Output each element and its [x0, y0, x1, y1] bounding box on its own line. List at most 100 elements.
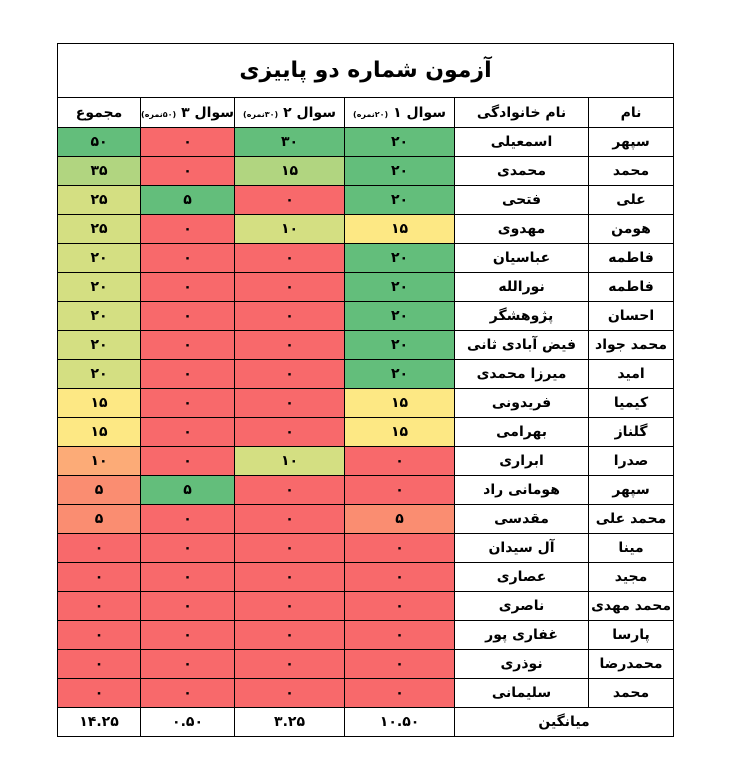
first-name-cell: محمدرضا — [588, 649, 675, 679]
total-score-cell: ۲۵ — [56, 214, 142, 244]
header-q2-note: (۳۰نمره) — [243, 109, 279, 119]
table-row: علی فتحی ۲۰ ۰ ۵ ۲۵ — [56, 185, 675, 215]
last-name-cell: مقدسی — [454, 504, 590, 534]
average-q3: ۰.۵۰ — [140, 707, 236, 737]
q3-score-cell: ۰ — [140, 156, 236, 186]
total-score-cell: ۲۰ — [56, 330, 142, 360]
table-row: هومن مهدوی ۱۵ ۱۰ ۰ ۲۵ — [56, 214, 675, 244]
title-row: آزمون شماره دو پاییزی — [56, 43, 675, 98]
q2-score-cell: ۰ — [234, 417, 346, 447]
last-name-cell: غفاری پور — [454, 620, 590, 650]
total-score-cell: ۰ — [56, 562, 142, 592]
q1-score-cell: ۰ — [344, 562, 456, 592]
total-score-cell: ۲۰ — [56, 359, 142, 389]
total-score-cell: ۵ — [56, 475, 142, 505]
first-name-cell: سپهر — [588, 475, 675, 505]
last-name-cell: هومانی راد — [454, 475, 590, 505]
first-name-cell: محمد — [588, 678, 675, 708]
table-row: سپهر هومانی راد ۰ ۰ ۵ ۵ — [56, 475, 675, 505]
q1-score-cell: ۰ — [344, 446, 456, 476]
first-name-cell: محمد — [588, 156, 675, 186]
q3-score-cell: ۰ — [140, 359, 236, 389]
total-score-cell: ۲۰ — [56, 243, 142, 273]
q1-score-cell: ۲۰ — [344, 330, 456, 360]
q3-score-cell: ۰ — [140, 330, 236, 360]
q2-score-cell: ۰ — [234, 562, 346, 592]
q2-score-cell: ۰ — [234, 620, 346, 650]
last-name-cell: ناصری — [454, 591, 590, 621]
header-q2: سوال ۲ (۳۰نمره) — [234, 97, 346, 128]
q3-score-cell: ۰ — [140, 562, 236, 592]
total-score-cell: ۰ — [56, 591, 142, 621]
q1-score-cell: ۰ — [344, 678, 456, 708]
last-name-cell: فتحی — [454, 185, 590, 215]
q1-score-cell: ۲۰ — [344, 185, 456, 215]
last-name-cell: عباسیان — [454, 243, 590, 273]
total-score-cell: ۱۵ — [56, 417, 142, 447]
table-row: محمد سلیمانی ۰ ۰ ۰ ۰ — [56, 678, 675, 708]
total-score-cell: ۲۰ — [56, 301, 142, 331]
table-row: کیمیا فریدونی ۱۵ ۰ ۰ ۱۵ — [56, 388, 675, 418]
q2-score-cell: ۳۰ — [234, 127, 346, 157]
first-name-cell: فاطمه — [588, 243, 675, 273]
q1-score-cell: ۰ — [344, 591, 456, 621]
q3-score-cell: ۰ — [140, 649, 236, 679]
q3-score-cell: ۵ — [140, 475, 236, 505]
q3-score-cell: ۰ — [140, 388, 236, 418]
first-name-cell: فاطمه — [588, 272, 675, 302]
header-family: نام خانوادگی — [454, 97, 590, 128]
q3-score-cell: ۰ — [140, 504, 236, 534]
total-score-cell: ۱۵ — [56, 388, 142, 418]
first-name-cell: کیمیا — [588, 388, 675, 418]
q1-score-cell: ۰ — [344, 475, 456, 505]
q1-score-cell: ۰ — [344, 649, 456, 679]
q2-score-cell: ۰ — [234, 504, 346, 534]
total-score-cell: ۲۵ — [56, 185, 142, 215]
q1-score-cell: ۱۵ — [344, 417, 456, 447]
first-name-cell: پارسا — [588, 620, 675, 650]
total-score-cell: ۲۰ — [56, 272, 142, 302]
header-q3-note: (۵۰نمره) — [141, 109, 177, 119]
last-name-cell: اسمعیلی — [454, 127, 590, 157]
q2-score-cell: ۰ — [234, 591, 346, 621]
header-q1-note: (۲۰نمره) — [353, 109, 389, 119]
q1-score-cell: ۲۰ — [344, 272, 456, 302]
q2-score-cell: ۰ — [234, 649, 346, 679]
q1-score-cell: ۰ — [344, 620, 456, 650]
table-row: فاطمه نورالله ۲۰ ۰ ۰ ۲۰ — [56, 272, 675, 302]
first-name-cell: علی — [588, 185, 675, 215]
last-name-cell: آل سیدان — [454, 533, 590, 563]
last-name-cell: عصاری — [454, 562, 590, 592]
q3-score-cell: ۰ — [140, 301, 236, 331]
table-row: مجید عصاری ۰ ۰ ۰ ۰ — [56, 562, 675, 592]
total-score-cell: ۰ — [56, 678, 142, 708]
last-name-cell: نورالله — [454, 272, 590, 302]
average-label: میانگین — [454, 707, 675, 737]
q1-score-cell: ۵ — [344, 504, 456, 534]
q2-score-cell: ۰ — [234, 272, 346, 302]
first-name-cell: محمد جواد — [588, 330, 675, 360]
q2-score-cell: ۰ — [234, 678, 346, 708]
first-name-cell: احسان — [588, 301, 675, 331]
header-q1: سوال ۱ (۲۰نمره) — [344, 97, 456, 128]
q2-score-cell: ۱۰ — [234, 446, 346, 476]
score-table-container: آزمون شماره دو پاییزی نام نام خانوادگی س… — [56, 43, 675, 737]
table-row: محمد علی مقدسی ۵ ۰ ۰ ۵ — [56, 504, 675, 534]
table-row: گلناز بهرامی ۱۵ ۰ ۰ ۱۵ — [56, 417, 675, 447]
header-q3: سوال ۳ (۵۰نمره) — [140, 97, 236, 128]
q2-score-cell: ۰ — [234, 243, 346, 273]
q2-score-cell: ۱۰ — [234, 214, 346, 244]
q3-score-cell: ۰ — [140, 417, 236, 447]
q3-score-cell: ۰ — [140, 127, 236, 157]
average-q1: ۱۰.۵۰ — [344, 707, 456, 737]
total-score-cell: ۵۰ — [56, 127, 142, 157]
average-total: ۱۴.۲۵ — [56, 707, 142, 737]
total-score-cell: ۰ — [56, 533, 142, 563]
table-row: محمد جواد فیض آبادی ثانی ۲۰ ۰ ۰ ۲۰ — [56, 330, 675, 360]
last-name-cell: میرزا محمدی — [454, 359, 590, 389]
q3-score-cell: ۰ — [140, 591, 236, 621]
first-name-cell: محمد مهدی — [588, 591, 675, 621]
last-name-cell: محمدی — [454, 156, 590, 186]
q2-score-cell: ۰ — [234, 475, 346, 505]
last-name-cell: ابراری — [454, 446, 590, 476]
